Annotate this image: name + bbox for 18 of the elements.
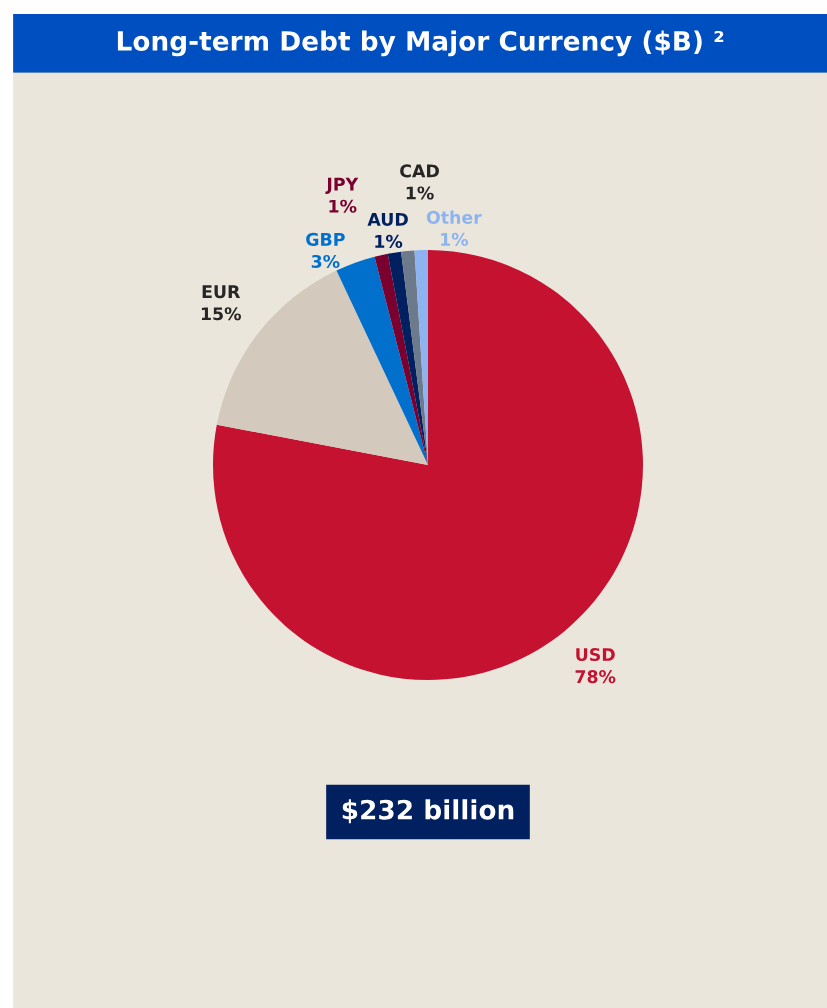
text: $232 billion <box>342 799 514 824</box>
slice-label: GBP <box>306 232 345 246</box>
data-label: 1% <box>375 234 403 248</box>
slice-label: EUR <box>202 285 241 299</box>
slice-label: Other <box>426 210 482 224</box>
slice-label: USD <box>576 647 615 662</box>
slice-label: JPY <box>325 177 359 194</box>
chart-title: Long-term Debt by Major Currency ($B) ² <box>117 30 724 57</box>
pie-slice <box>374 253 428 465</box>
data-label: 15% <box>201 307 241 321</box>
slice-label: AUD <box>367 212 408 226</box>
data-label: 1% <box>406 186 434 200</box>
data-label: 3% <box>311 254 340 269</box>
data-label: 78% <box>575 670 616 684</box>
data-label: 1% <box>329 199 357 213</box>
slice-label: CAD <box>400 164 439 178</box>
data-label: 1% <box>441 232 469 246</box>
pie-slice <box>387 251 428 465</box>
